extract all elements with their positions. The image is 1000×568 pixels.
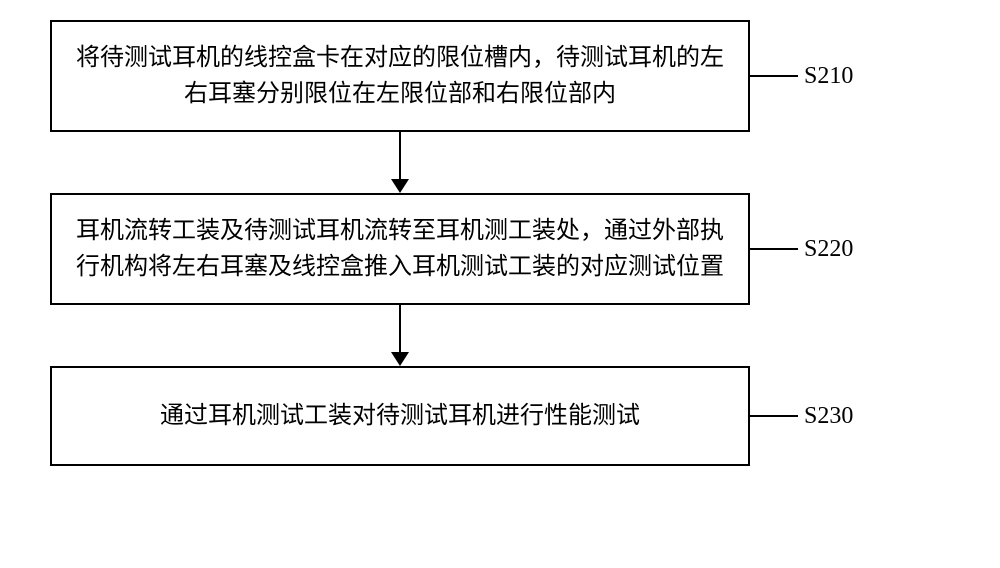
flowchart-container: 将待测试耳机的线控盒卡在对应的限位槽内，待测试耳机的左右耳塞分别限位在左限位部和… bbox=[50, 20, 950, 466]
step-label-1: S210 bbox=[804, 63, 853, 90]
step-label-3: S230 bbox=[804, 403, 853, 430]
step-row-1: 将待测试耳机的线控盒卡在对应的限位槽内，待测试耳机的左右耳塞分别限位在左限位部和… bbox=[50, 20, 950, 132]
connector-line-1 bbox=[750, 75, 798, 77]
arrow-shaft-2 bbox=[399, 305, 401, 353]
connector-line-2 bbox=[750, 248, 798, 250]
arrow-1 bbox=[391, 132, 409, 193]
step-box-1: 将待测试耳机的线控盒卡在对应的限位槽内，待测试耳机的左右耳塞分别限位在左限位部和… bbox=[50, 20, 750, 132]
step-box-3: 通过耳机测试工装对待测试耳机进行性能测试 bbox=[50, 366, 750, 466]
arrow-1-container bbox=[50, 132, 950, 193]
connector-line-3 bbox=[750, 415, 798, 417]
arrow-1-inner bbox=[50, 132, 750, 193]
step-row-2: 耳机流转工装及待测试耳机流转至耳机测工装处，通过外部执行机构将左右耳塞及线控盒推… bbox=[50, 193, 950, 305]
label-wrap-1: S210 bbox=[750, 63, 853, 90]
step-box-2: 耳机流转工装及待测试耳机流转至耳机测工装处，通过外部执行机构将左右耳塞及线控盒推… bbox=[50, 193, 750, 305]
arrow-shaft-1 bbox=[399, 132, 401, 180]
arrow-head-1 bbox=[391, 179, 409, 193]
arrow-2 bbox=[391, 305, 409, 366]
step-text-2: 耳机流转工装及待测试耳机流转至耳机测工装处，通过外部执行机构将左右耳塞及线控盒推… bbox=[76, 213, 724, 285]
step-text-3: 通过耳机测试工装对待测试耳机进行性能测试 bbox=[76, 398, 724, 434]
arrow-head-2 bbox=[391, 352, 409, 366]
arrow-2-inner bbox=[50, 305, 750, 366]
label-wrap-3: S230 bbox=[750, 403, 853, 430]
step-row-3: 通过耳机测试工装对待测试耳机进行性能测试 S230 bbox=[50, 366, 950, 466]
step-text-1: 将待测试耳机的线控盒卡在对应的限位槽内，待测试耳机的左右耳塞分别限位在左限位部和… bbox=[76, 40, 724, 112]
label-wrap-2: S220 bbox=[750, 236, 853, 263]
step-label-2: S220 bbox=[804, 236, 853, 263]
arrow-2-container bbox=[50, 305, 950, 366]
